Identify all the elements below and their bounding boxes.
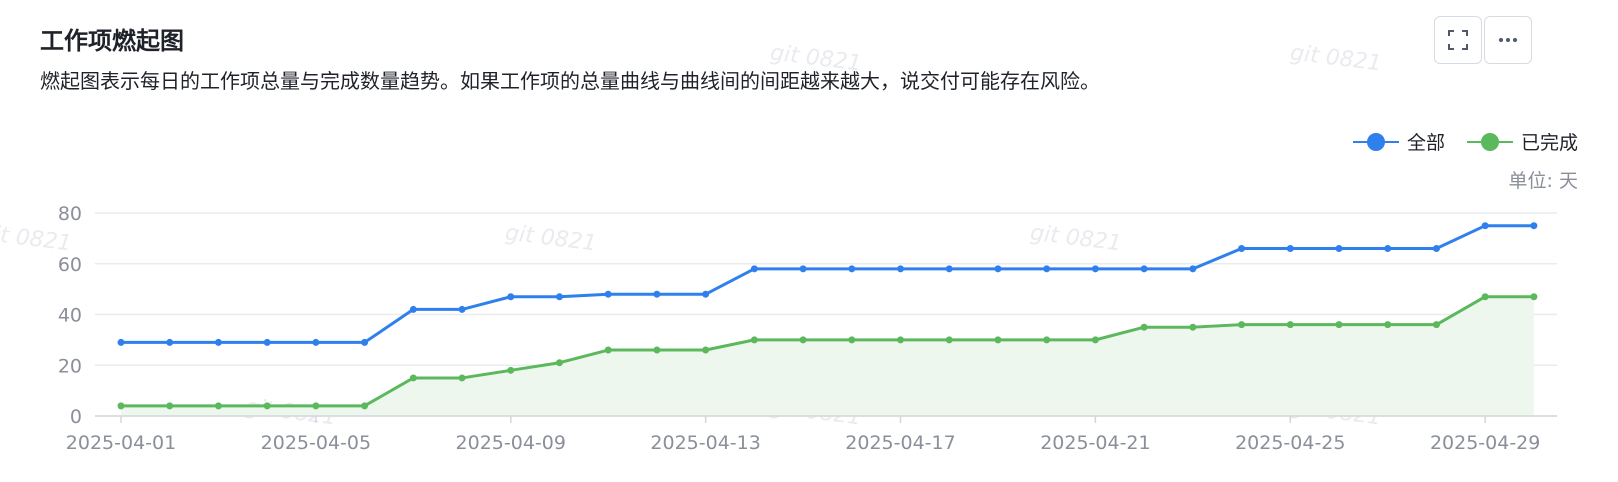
data-point-completed: [750, 336, 758, 344]
legend-label-total: 全部: [1406, 132, 1445, 154]
data-point-completed: [555, 359, 563, 367]
data-point-total: [1530, 222, 1538, 230]
data-point-total: [1238, 245, 1246, 253]
y-tick-label: 40: [58, 305, 82, 327]
data-point-completed: [1286, 321, 1294, 329]
data-point-total: [604, 290, 612, 298]
data-point-total: [799, 265, 807, 273]
more-icon: [1499, 38, 1517, 42]
data-point-completed: [214, 402, 222, 410]
data-point-completed: [702, 346, 710, 354]
x-tick-label: 2025-04-21: [1040, 432, 1150, 454]
unit-label: 单位: 天: [1508, 170, 1578, 192]
data-point-total: [1384, 245, 1392, 253]
data-point-completed: [1432, 321, 1440, 329]
data-point-total: [1432, 245, 1440, 253]
data-point-total: [117, 338, 125, 346]
data-point-total: [702, 290, 710, 298]
data-point-total: [750, 265, 758, 273]
more-button[interactable]: [1484, 16, 1532, 64]
data-point-completed: [848, 336, 856, 344]
legend-label-completed: 已完成: [1520, 132, 1578, 154]
data-point-completed: [945, 336, 953, 344]
legend-marker-total: [1352, 132, 1399, 151]
data-point-completed: [458, 374, 466, 382]
data-point-total: [361, 338, 369, 346]
data-point-total: [263, 338, 271, 346]
data-point-total: [1140, 265, 1148, 273]
data-point-completed: [1481, 293, 1489, 301]
data-point-total: [409, 305, 417, 313]
data-point-total: [897, 265, 905, 273]
data-point-total: [1481, 222, 1489, 230]
data-point-total: [312, 338, 320, 346]
data-point-completed: [653, 346, 661, 354]
data-point-completed: [1140, 323, 1148, 331]
data-point-completed: [604, 346, 612, 354]
y-tick-label: 80: [58, 203, 82, 225]
data-point-total: [1189, 265, 1197, 273]
data-point-total: [1043, 265, 1051, 273]
data-point-total: [945, 265, 953, 273]
x-tick-label: 2025-04-09: [456, 432, 566, 454]
data-point-completed: [1043, 336, 1051, 344]
x-tick-label: 2025-04-29: [1430, 432, 1540, 454]
series-line-total: [121, 224, 1534, 344]
data-point-completed: [897, 336, 905, 344]
chart-description: 燃起图表示每日的工作项总量与完成数量趋势。如果工作项的总量曲线与曲线间的间距越来…: [40, 69, 1100, 93]
x-tick-label: 2025-04-01: [66, 432, 176, 454]
y-tick-label: 0: [70, 406, 82, 428]
y-tick-label: 60: [58, 254, 82, 276]
legend-item-total[interactable]: 全部: [1352, 128, 1445, 155]
legend-item-completed[interactable]: 已完成: [1466, 128, 1578, 155]
fullscreen-button[interactable]: [1434, 16, 1482, 64]
y-tick-label: 20: [58, 355, 82, 377]
x-tick-label: 2025-04-17: [845, 432, 955, 454]
fullscreen-icon: [1448, 30, 1468, 50]
x-tick-label: 2025-04-13: [650, 432, 760, 454]
data-point-completed: [1091, 336, 1099, 344]
data-point-completed: [1335, 321, 1343, 329]
data-point-total: [458, 305, 466, 313]
data-point-completed: [361, 402, 369, 410]
data-point-completed: [1530, 293, 1538, 301]
data-point-total: [1286, 245, 1294, 253]
data-point-total: [507, 293, 515, 301]
data-point-completed: [507, 366, 515, 374]
data-point-completed: [409, 374, 417, 382]
x-tick-label: 2025-04-05: [261, 432, 371, 454]
data-point-total: [1335, 245, 1343, 253]
data-point-total: [653, 290, 661, 298]
series-line-completed: [121, 295, 1534, 408]
chart-legend: 全部 已完成: [1352, 128, 1578, 155]
data-point-completed: [1238, 321, 1246, 329]
completed-area: [121, 296, 1534, 416]
data-point-completed: [117, 402, 125, 410]
x-tick-label: 2025-04-25: [1235, 432, 1345, 454]
data-point-total: [214, 338, 222, 346]
data-point-completed: [1384, 321, 1392, 329]
data-point-total: [1091, 265, 1099, 273]
data-point-completed: [994, 336, 1002, 344]
data-point-total: [848, 265, 856, 273]
data-point-total: [994, 265, 1002, 273]
page-title: 工作项燃起图: [40, 27, 184, 55]
data-point-completed: [312, 402, 320, 410]
legend-marker-completed: [1466, 132, 1513, 151]
data-point-total: [555, 293, 563, 301]
data-point-completed: [1189, 323, 1197, 331]
data-point-total: [166, 338, 174, 346]
data-point-completed: [166, 402, 174, 410]
data-point-completed: [799, 336, 807, 344]
data-point-completed: [263, 402, 271, 410]
